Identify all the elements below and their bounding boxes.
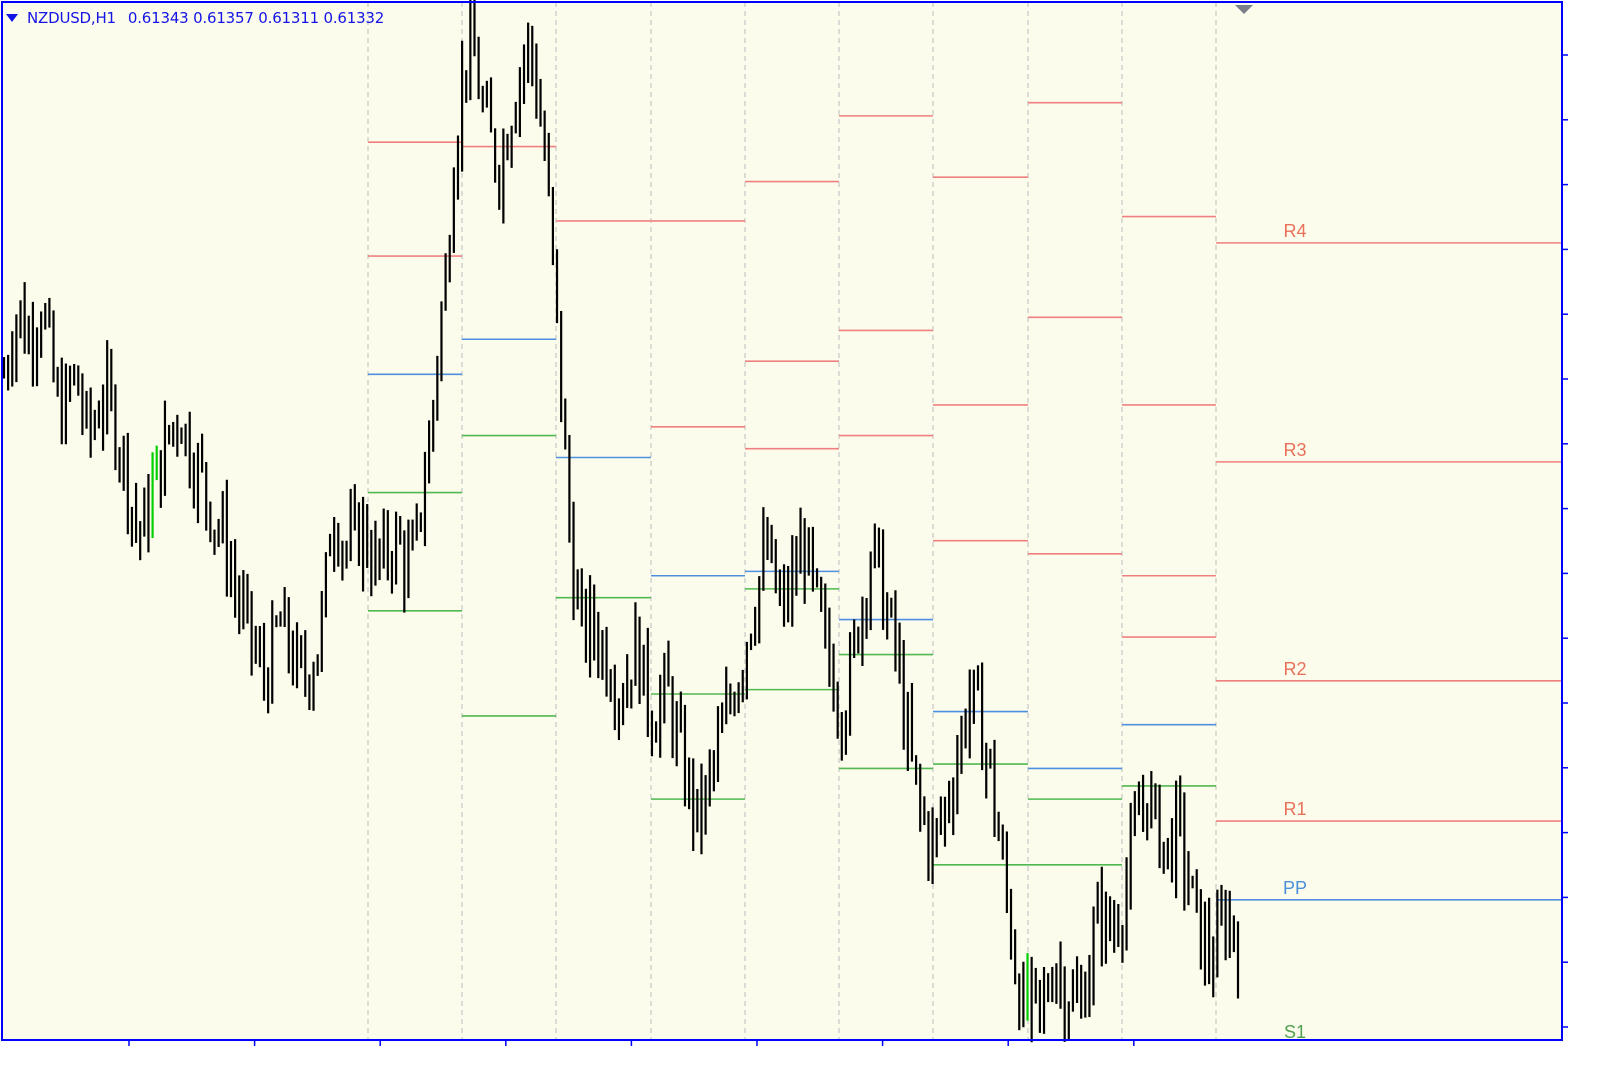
level-label-r4: R4 xyxy=(1283,221,1306,241)
level-label-r3: R3 xyxy=(1283,440,1306,460)
ohlc-values: 0.61343 0.61357 0.61311 0.61332 xyxy=(127,9,385,27)
plot-area[interactable] xyxy=(2,2,1562,1040)
level-label-pp: PP xyxy=(1283,878,1307,898)
level-label-r1: R1 xyxy=(1283,799,1306,819)
symbol-title: NZDUSD,H1 xyxy=(27,9,116,27)
level-label-s1: S1 xyxy=(1284,1022,1306,1042)
chart-shift-marker-icon[interactable] xyxy=(1235,5,1253,14)
dropdown-triangle-icon[interactable] xyxy=(6,14,18,22)
chart-frame xyxy=(1,1,1563,1041)
symbol-header[interactable]: NZDUSD,H1 0.61343 0.61357 0.61311 0.6133… xyxy=(6,9,384,27)
level-label-r2: R2 xyxy=(1283,659,1306,679)
